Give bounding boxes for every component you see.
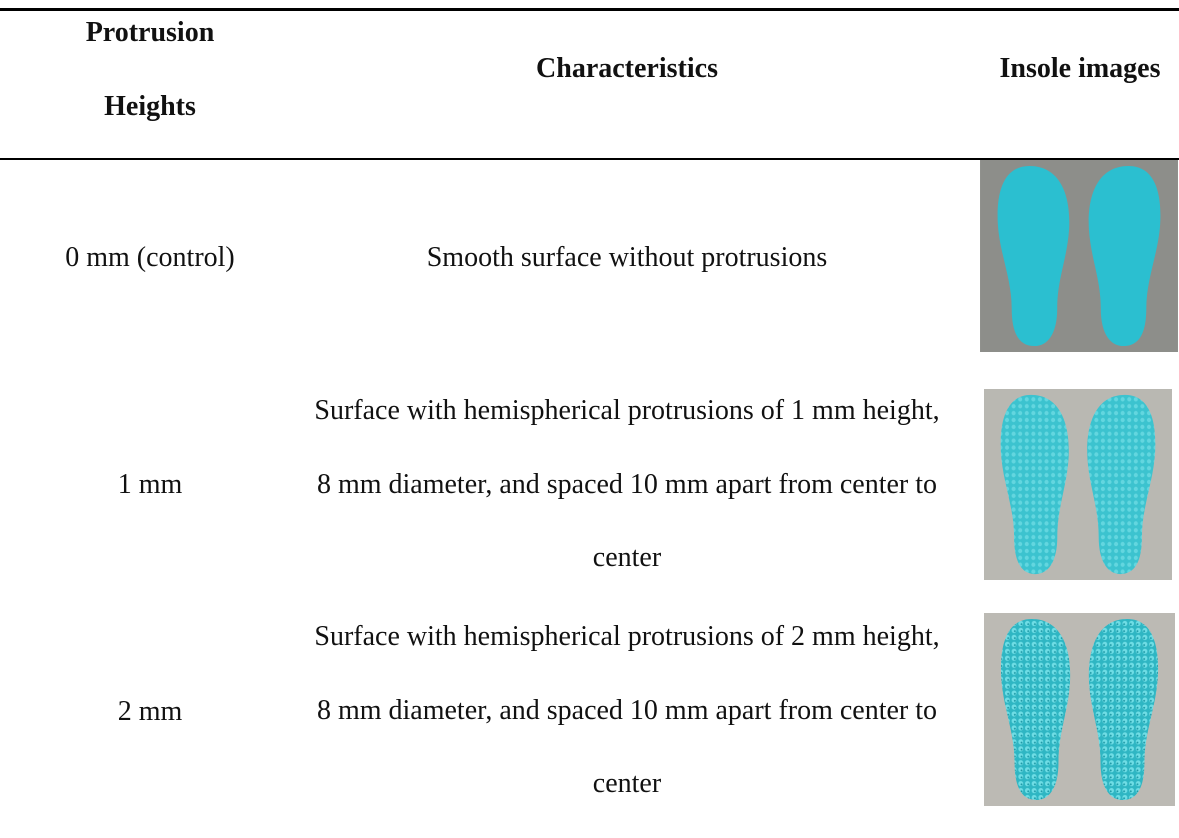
characteristics-cell: Surface with hemispherical protrusions o…: [312, 374, 942, 595]
insole-image: [980, 160, 1178, 352]
header-cell: Protrusion Heights: [40, 0, 260, 144]
height-cell: 2 mm: [0, 675, 300, 749]
characteristics-cell: Smooth surface without protrusions: [312, 221, 942, 295]
header-cell: Characteristics: [400, 32, 854, 106]
header-cell: Insole images: [975, 32, 1179, 106]
insole-image: [984, 613, 1175, 806]
characteristics-cell: Surface with hemispherical protrusions o…: [312, 600, 942, 821]
insole-image: [984, 389, 1172, 580]
height-cell: 1 mm: [0, 448, 300, 522]
table-page: Protrusion Heights Characteristics Insol…: [0, 0, 1179, 838]
height-cell: 0 mm (control): [0, 221, 300, 295]
